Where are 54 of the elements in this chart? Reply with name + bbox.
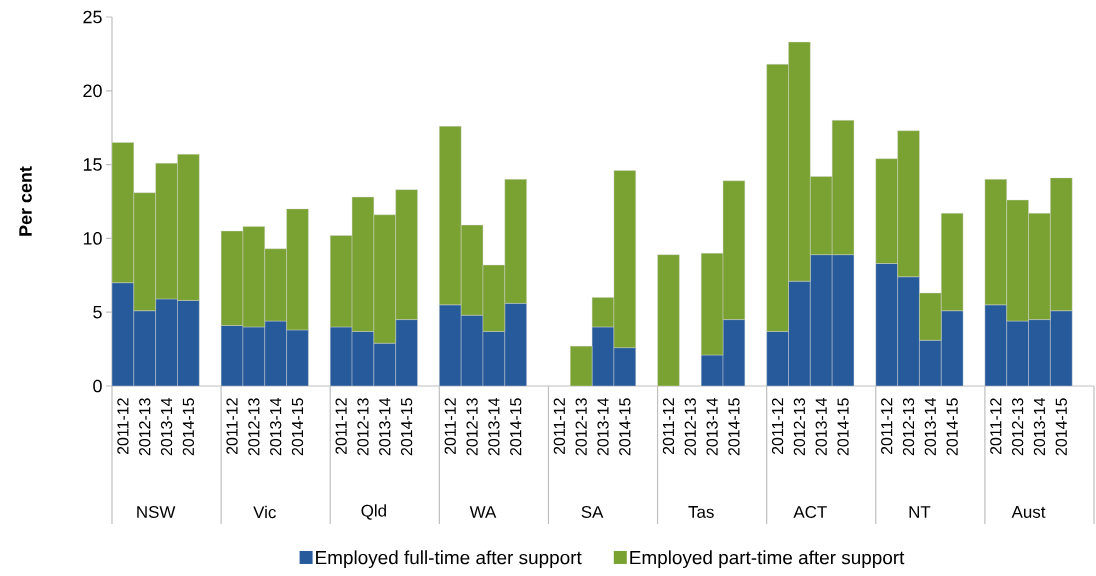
y-tick-label: 20	[83, 84, 102, 98]
text: NSW	[137, 506, 176, 518]
x-tick-label: 2012-13	[793, 398, 806, 456]
legend-label: Employed part-time after support	[630, 550, 905, 568]
legend-label: Employed full-time after support	[316, 550, 582, 568]
x-tick-label: 2011-12	[990, 398, 1002, 455]
x-tick-label: 2013-14	[924, 398, 936, 456]
y-tick-label: 10	[83, 232, 102, 245]
x-tick-label: 2013-14	[706, 398, 718, 456]
y-tick-label: 25	[83, 10, 102, 24]
text: Tas	[688, 506, 714, 518]
x-tick-label: 2013-14	[815, 398, 827, 456]
x-tick-label: 2012-13	[902, 398, 915, 456]
x-tick-label: 2012-13	[139, 398, 151, 456]
y-tick-label: 0	[93, 379, 102, 393]
x-tick-label: 2012-13	[357, 398, 369, 456]
x-tick-label: 2014-15	[400, 398, 413, 456]
x-tick-label: 2013-14	[160, 398, 173, 456]
x-tick-label: 2012-13	[684, 398, 696, 456]
text: SA	[581, 506, 604, 518]
text: NT	[909, 506, 931, 518]
x-tick-label: 2014-15	[182, 398, 195, 456]
x-tick-label: 2014-15	[291, 398, 304, 456]
x-tick-label: 2011-12	[881, 398, 893, 455]
text: WA	[469, 506, 497, 518]
x-tick-label: 2012-13	[1011, 398, 1024, 456]
x-tick-label: 2011-12	[771, 398, 784, 455]
text: Vic	[253, 505, 276, 519]
x-tick-label: 2013-14	[1033, 398, 1046, 456]
x-tick-label: 2014-15	[946, 398, 958, 456]
x-tick-label: 2014-15	[1055, 398, 1067, 456]
x-tick-label: 2011-12	[117, 398, 129, 455]
x-tick-label: 2012-13	[466, 398, 478, 456]
x-tick-label: 2011-12	[662, 398, 675, 455]
x-tick-label: 2011-12	[553, 398, 565, 455]
text: ACT	[793, 506, 827, 518]
y-axis-title: Per cent	[19, 166, 32, 236]
y-tick-label: 5	[93, 305, 102, 319]
x-tick-label: 2013-14	[379, 398, 391, 456]
x-tick-label: 2011-12	[335, 398, 347, 455]
x-tick-label: 2014-15	[619, 398, 631, 456]
text: Aust	[1011, 506, 1046, 518]
x-tick-label: 2013-14	[270, 398, 282, 456]
y-tick-label: 15	[83, 158, 102, 171]
x-tick-label: 2012-13	[248, 398, 260, 456]
x-tick-label: 2012-13	[575, 398, 587, 456]
x-tick-label: 2014-15	[510, 398, 522, 456]
x-tick-label: 2014-15	[728, 398, 740, 456]
text: Qld	[361, 504, 386, 520]
x-tick-label: 2011-12	[226, 398, 238, 455]
x-tick-label: 2013-14	[488, 398, 500, 456]
x-tick-label: 2014-15	[837, 398, 849, 456]
x-tick-label: 2011-12	[444, 398, 456, 455]
x-tick-label: 2013-14	[597, 398, 609, 456]
